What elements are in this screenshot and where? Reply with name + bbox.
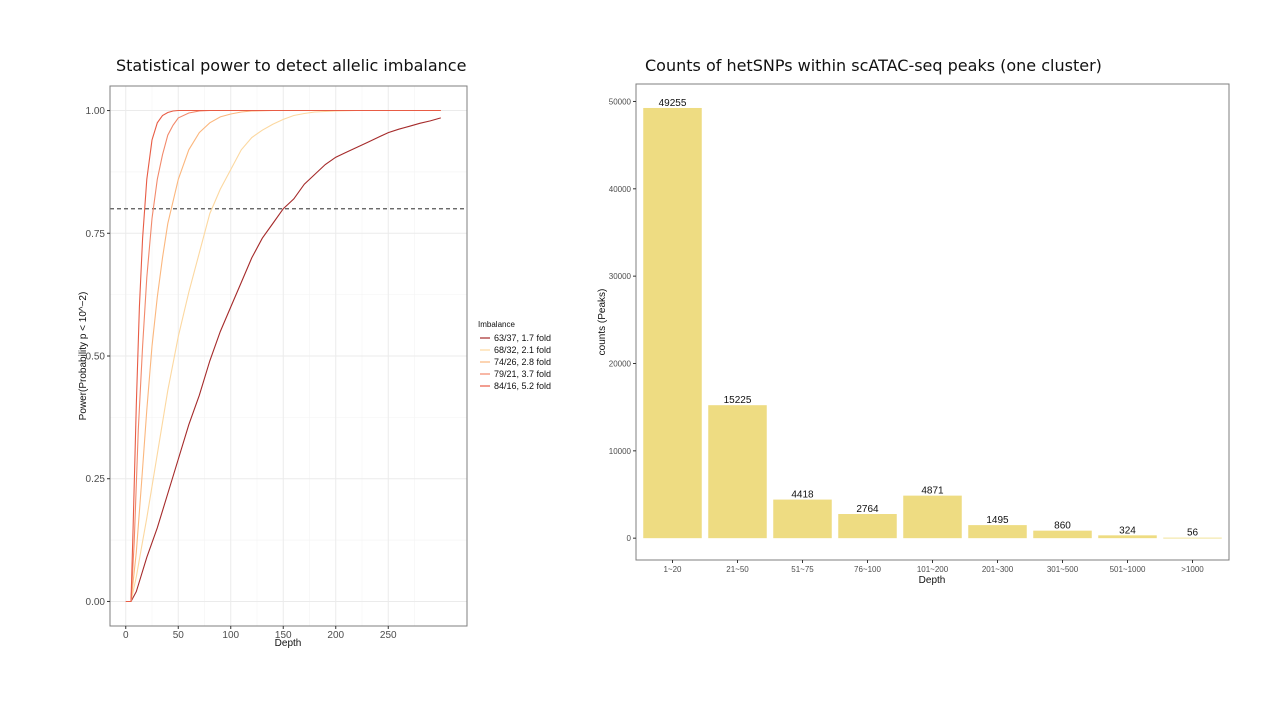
x-tick-label: 1~20 (663, 565, 682, 574)
bar-value-label-6: 1495 (986, 515, 1009, 526)
bar-8 (1098, 535, 1157, 539)
line-chart-series (125, 109, 441, 603)
line-chart-y-ticks: 0.00 0.25 0.50 0.75 1.00 (86, 106, 110, 608)
bar-value-label-3: 4418 (791, 490, 814, 501)
legend-label-1: 63/37, 1.7 fold (494, 333, 551, 343)
x-tick-label: 101~200 (917, 565, 949, 574)
bar-value-label-4: 2764 (856, 504, 879, 515)
bar-7 (1033, 530, 1092, 539)
bar-value-label-8: 324 (1119, 525, 1136, 536)
y-tick-label: 30000 (609, 272, 632, 281)
x-tick-label: 51~75 (791, 565, 814, 574)
x-tick-label: 100 (222, 630, 239, 641)
bar-6 (968, 525, 1027, 539)
y-tick-label: 40000 (609, 185, 632, 194)
legend-title: Imbalance (478, 320, 515, 329)
y-tick-label: 0 (627, 534, 632, 543)
bar-value-label-2: 15225 (724, 395, 752, 406)
x-tick-label: 250 (380, 630, 397, 641)
bar-value-label-7: 860 (1054, 521, 1071, 532)
legend-label-4: 79/21, 3.7 fold (494, 369, 551, 379)
bar-3 (773, 499, 832, 539)
x-tick-label: 50 (173, 630, 185, 641)
bar-chart-y-axis-label: counts (Peaks) (597, 289, 608, 356)
counts-bar-chart: Counts of hetSNPs within scATAC-seq peak… (597, 56, 1230, 586)
x-tick-label: 301~500 (1047, 565, 1079, 574)
x-tick-label: 201~300 (982, 565, 1014, 574)
bar-9 (1163, 537, 1222, 539)
x-tick-label: 21~50 (726, 565, 749, 574)
bar-value-label-1: 49255 (659, 98, 687, 109)
line-chart-grid (110, 86, 467, 626)
legend-label-2: 68/32, 2.1 fold (494, 345, 551, 355)
series-line-5 (125, 109, 441, 603)
y-tick-label: 1.00 (86, 106, 106, 117)
bar-4 (838, 514, 897, 539)
bar-1 (643, 107, 702, 539)
bar-chart-title: Counts of hetSNPs within scATAC-seq peak… (645, 56, 1102, 75)
y-tick-label: 10000 (609, 447, 632, 456)
bar-chart-x-ticks: 1~20 21~50 51~75 76~100 101~200 201~300 301~50… (663, 560, 1204, 574)
line-chart-y-axis-label: Power(Probability p < 10^−2) (78, 292, 89, 421)
line-chart-title: Statistical power to detect allelic imba… (116, 56, 466, 75)
x-tick-label: 200 (327, 630, 344, 641)
y-tick-label: 50000 (609, 97, 632, 106)
power-line-chart: Statistical power to detect allelic imba… (78, 56, 551, 649)
line-chart-x-ticks: 0 50 100 150 200 250 (123, 626, 397, 641)
legend-label-3: 74/26, 2.8 fold (494, 357, 551, 367)
x-tick-label: 501~1000 (1110, 565, 1146, 574)
y-tick-label: 20000 (609, 359, 632, 368)
bar-value-label-9: 56 (1187, 528, 1199, 539)
x-tick-label: 76~100 (854, 565, 881, 574)
bar-value-label-5: 4871 (921, 486, 944, 497)
y-tick-label: 0.00 (86, 597, 106, 608)
line-chart-x-axis-label: Depth (275, 638, 302, 649)
bar-chart-x-axis-label: Depth (919, 575, 946, 586)
x-tick-label: >1000 (1181, 565, 1204, 574)
legend: Imbalance 63/37, 1.7 fold 68/32, 2.1 fold… (478, 320, 551, 391)
legend-label-5: 84/16, 5.2 fold (494, 381, 551, 391)
bar-2 (708, 405, 767, 539)
y-tick-label: 0.25 (86, 474, 106, 485)
bar-chart-y-ticks: 0 10000 20000 30000 40000 50000 (609, 97, 636, 543)
y-tick-label: 0.75 (86, 229, 106, 240)
series-line-1 (125, 117, 441, 603)
x-tick-label: 0 (123, 630, 129, 641)
x-tick-label: 150 (275, 630, 292, 641)
bar-chart-bars: 49255 15225 4418 2764 4871 1495 860 324 56 (643, 98, 1222, 539)
y-tick-label: 0.50 (86, 352, 106, 363)
series-line-2 (125, 109, 441, 603)
bar-5 (903, 495, 962, 539)
